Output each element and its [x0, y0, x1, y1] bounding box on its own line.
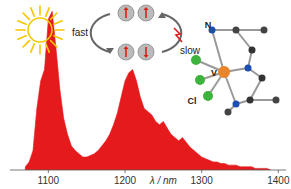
atom: [245, 65, 252, 72]
atom: [233, 27, 240, 34]
spectrum-area: [25, 11, 270, 170]
atom: [191, 55, 201, 65]
sun-ray: [16, 29, 25, 31]
x-tick: [201, 170, 202, 173]
arrow: [162, 14, 181, 52]
spin-arrow: [125, 48, 127, 57]
spin-arrow: [125, 9, 127, 18]
atom: [261, 27, 268, 34]
sun-ray: [46, 44, 49, 52]
sun-ray: [31, 8, 34, 16]
sun-disc: [28, 18, 52, 42]
spin-arrow-head: [124, 7, 129, 10]
sun-ray: [39, 6, 41, 15]
spin-arrow: [145, 9, 147, 18]
sun-ray: [39, 45, 41, 54]
sun-ray: [18, 21, 26, 24]
x-axis-label: λ / nm: [149, 175, 177, 186]
annotation: Cl: [188, 96, 197, 106]
bond: [212, 30, 224, 72]
spin-state: [118, 44, 134, 60]
x-tick-label: 1400: [267, 175, 290, 186]
sun-ray: [54, 21, 62, 24]
atom: [195, 75, 205, 85]
x-tick-label: 1300: [191, 175, 214, 186]
spin-cycle: [91, 5, 182, 60]
sun-ray: [23, 41, 29, 47]
x-tick: [278, 170, 279, 173]
arrow: [91, 14, 110, 52]
molecule: [191, 27, 280, 116]
annotation: N: [205, 20, 212, 30]
sun-ray: [18, 36, 26, 39]
atom: [259, 75, 266, 82]
annotation: fast: [72, 27, 88, 38]
x-axis: [10, 170, 286, 171]
spin-state: [118, 5, 134, 21]
bond: [212, 29, 236, 31]
chart: 1100 1200 1300 1400 λ / nm fast slow N V Cl: [0, 0, 291, 189]
lightning: [174, 28, 182, 42]
arrow-head: [106, 48, 114, 54]
sun-ray: [51, 41, 57, 47]
spin-state: [138, 44, 154, 60]
plot-area: [25, 11, 270, 170]
x-tick: [48, 170, 49, 173]
spin-state: [138, 5, 154, 21]
atom: [247, 97, 254, 104]
x-tick-label: 1200: [114, 175, 137, 186]
sun-ray: [23, 13, 29, 19]
atom: [233, 101, 240, 108]
x-tick: [125, 170, 126, 173]
atom: [225, 109, 232, 116]
atom-vanadium: [218, 66, 230, 78]
bond: [250, 78, 262, 100]
sun-ray: [46, 8, 49, 16]
spin-arrow: [145, 47, 147, 56]
atom: [249, 47, 256, 54]
bond: [236, 29, 264, 31]
annotation: slow: [180, 45, 201, 56]
spin-arrow-head: [144, 55, 149, 58]
spin-arrow-head: [124, 46, 129, 49]
x-tick-label: 1100: [38, 175, 60, 186]
atom: [273, 97, 280, 104]
sun-ray: [55, 29, 64, 31]
sun-icon: [16, 6, 64, 54]
sun-ray: [31, 44, 34, 52]
bond: [236, 30, 252, 50]
spin-arrow-head: [144, 7, 149, 10]
sun-ray: [54, 36, 62, 39]
sun-ray: [51, 13, 57, 19]
arrow-head: [158, 12, 166, 18]
atom: [203, 91, 213, 101]
annotation: V: [211, 68, 217, 78]
bond: [250, 99, 276, 101]
